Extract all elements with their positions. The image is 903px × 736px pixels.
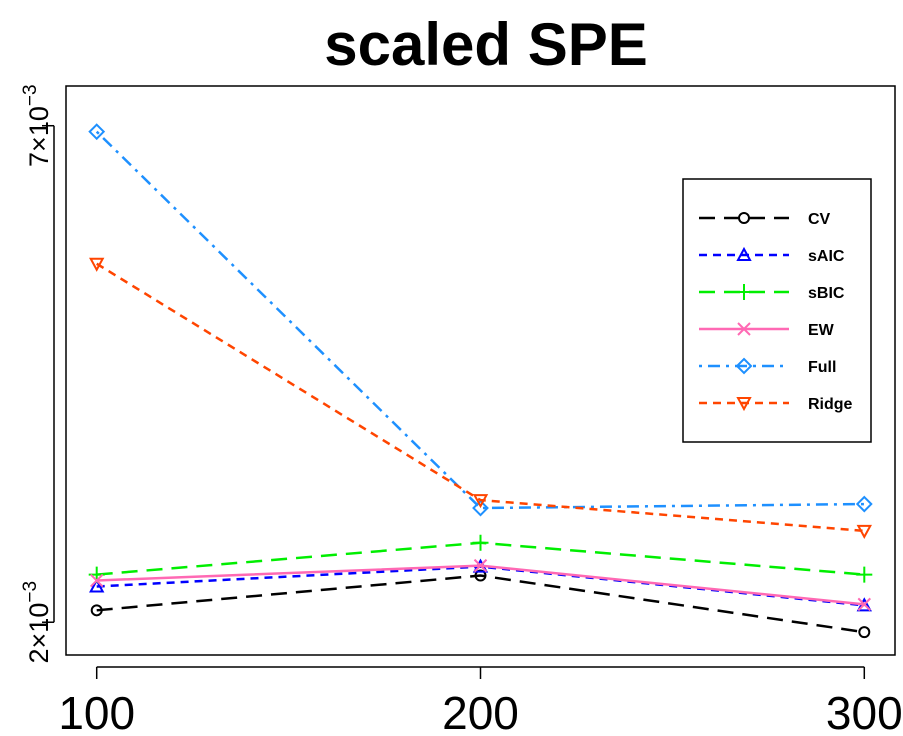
legend-box: [682, 178, 872, 443]
legend-label-ridge: Ridge: [808, 396, 853, 413]
data-point-full: [88, 123, 106, 141]
series-full: [88, 123, 873, 517]
data-point-ridge: [856, 524, 872, 539]
legend-marker-cv: [738, 212, 750, 224]
data-point-ew: [857, 597, 872, 612]
y-tick-exponent: −3: [20, 84, 41, 106]
y-tick-label-group: 7×10−3: [20, 84, 54, 167]
data-point-sbic: [856, 566, 873, 583]
y-tick-label: 7×10−3: [20, 84, 54, 167]
data-point-ridge: [89, 257, 105, 272]
series-line-ridge: [96, 262, 865, 533]
legend-marker-ew: [737, 322, 751, 336]
legend-label-ew: EW: [808, 322, 835, 339]
y-tick-label-group: 2×10−3: [20, 581, 54, 664]
data-point-ridge: [472, 494, 489, 509]
series-saic: [89, 558, 872, 612]
legend-item-sbic: sBIC: [699, 284, 845, 302]
legend-item-saic: sAIC: [699, 246, 845, 265]
series-layer: [88, 123, 873, 639]
legend-marker-full: [735, 357, 753, 375]
y-tick-exponent: −3: [20, 581, 41, 603]
legend-item-cv: CV: [699, 211, 831, 228]
legend-label-saic: sAIC: [808, 248, 845, 265]
legend-item-ridge: Ridge: [699, 396, 853, 413]
x-tick-label: 300: [826, 687, 903, 736]
series-cv: [90, 569, 871, 639]
data-point-cv: [858, 626, 871, 639]
y-tick-label: 2×10−3: [20, 581, 54, 664]
y-tick-mantissa: 2×10: [24, 603, 54, 664]
plot-area-frame: [65, 85, 896, 656]
x-tick-label: 200: [442, 687, 519, 736]
legend-label-cv: CV: [808, 211, 831, 228]
legend-marker-saic: [736, 246, 752, 261]
legend: CV sAIC sBIC EW Full Ridge: [682, 178, 872, 443]
series-ew: [89, 558, 872, 612]
data-point-full: [472, 499, 489, 517]
legend-marker-sbic: [736, 284, 752, 300]
data-point-cv: [90, 604, 103, 617]
series-line-full: [95, 130, 865, 510]
data-point-full: [855, 495, 873, 513]
y-tick-mantissa: 7×10: [24, 106, 54, 167]
x-tick-label: 100: [58, 687, 135, 736]
legend-item-ew: EW: [699, 322, 835, 339]
legend-label-full: Full: [808, 359, 836, 376]
data-point-cv: [474, 569, 487, 582]
legend-item-full: Full: [699, 357, 836, 376]
legend-label-sbic: sBIC: [808, 285, 845, 302]
data-point-sbic: [472, 534, 489, 551]
data-point-ew: [89, 573, 104, 588]
data-point-saic: [89, 578, 105, 593]
data-point-ew: [473, 558, 488, 573]
legend-marker-ridge: [736, 397, 752, 412]
series-ridge: [89, 257, 872, 539]
chart-title: scaled SPE: [324, 11, 648, 78]
series-line-cv: [96, 574, 865, 634]
